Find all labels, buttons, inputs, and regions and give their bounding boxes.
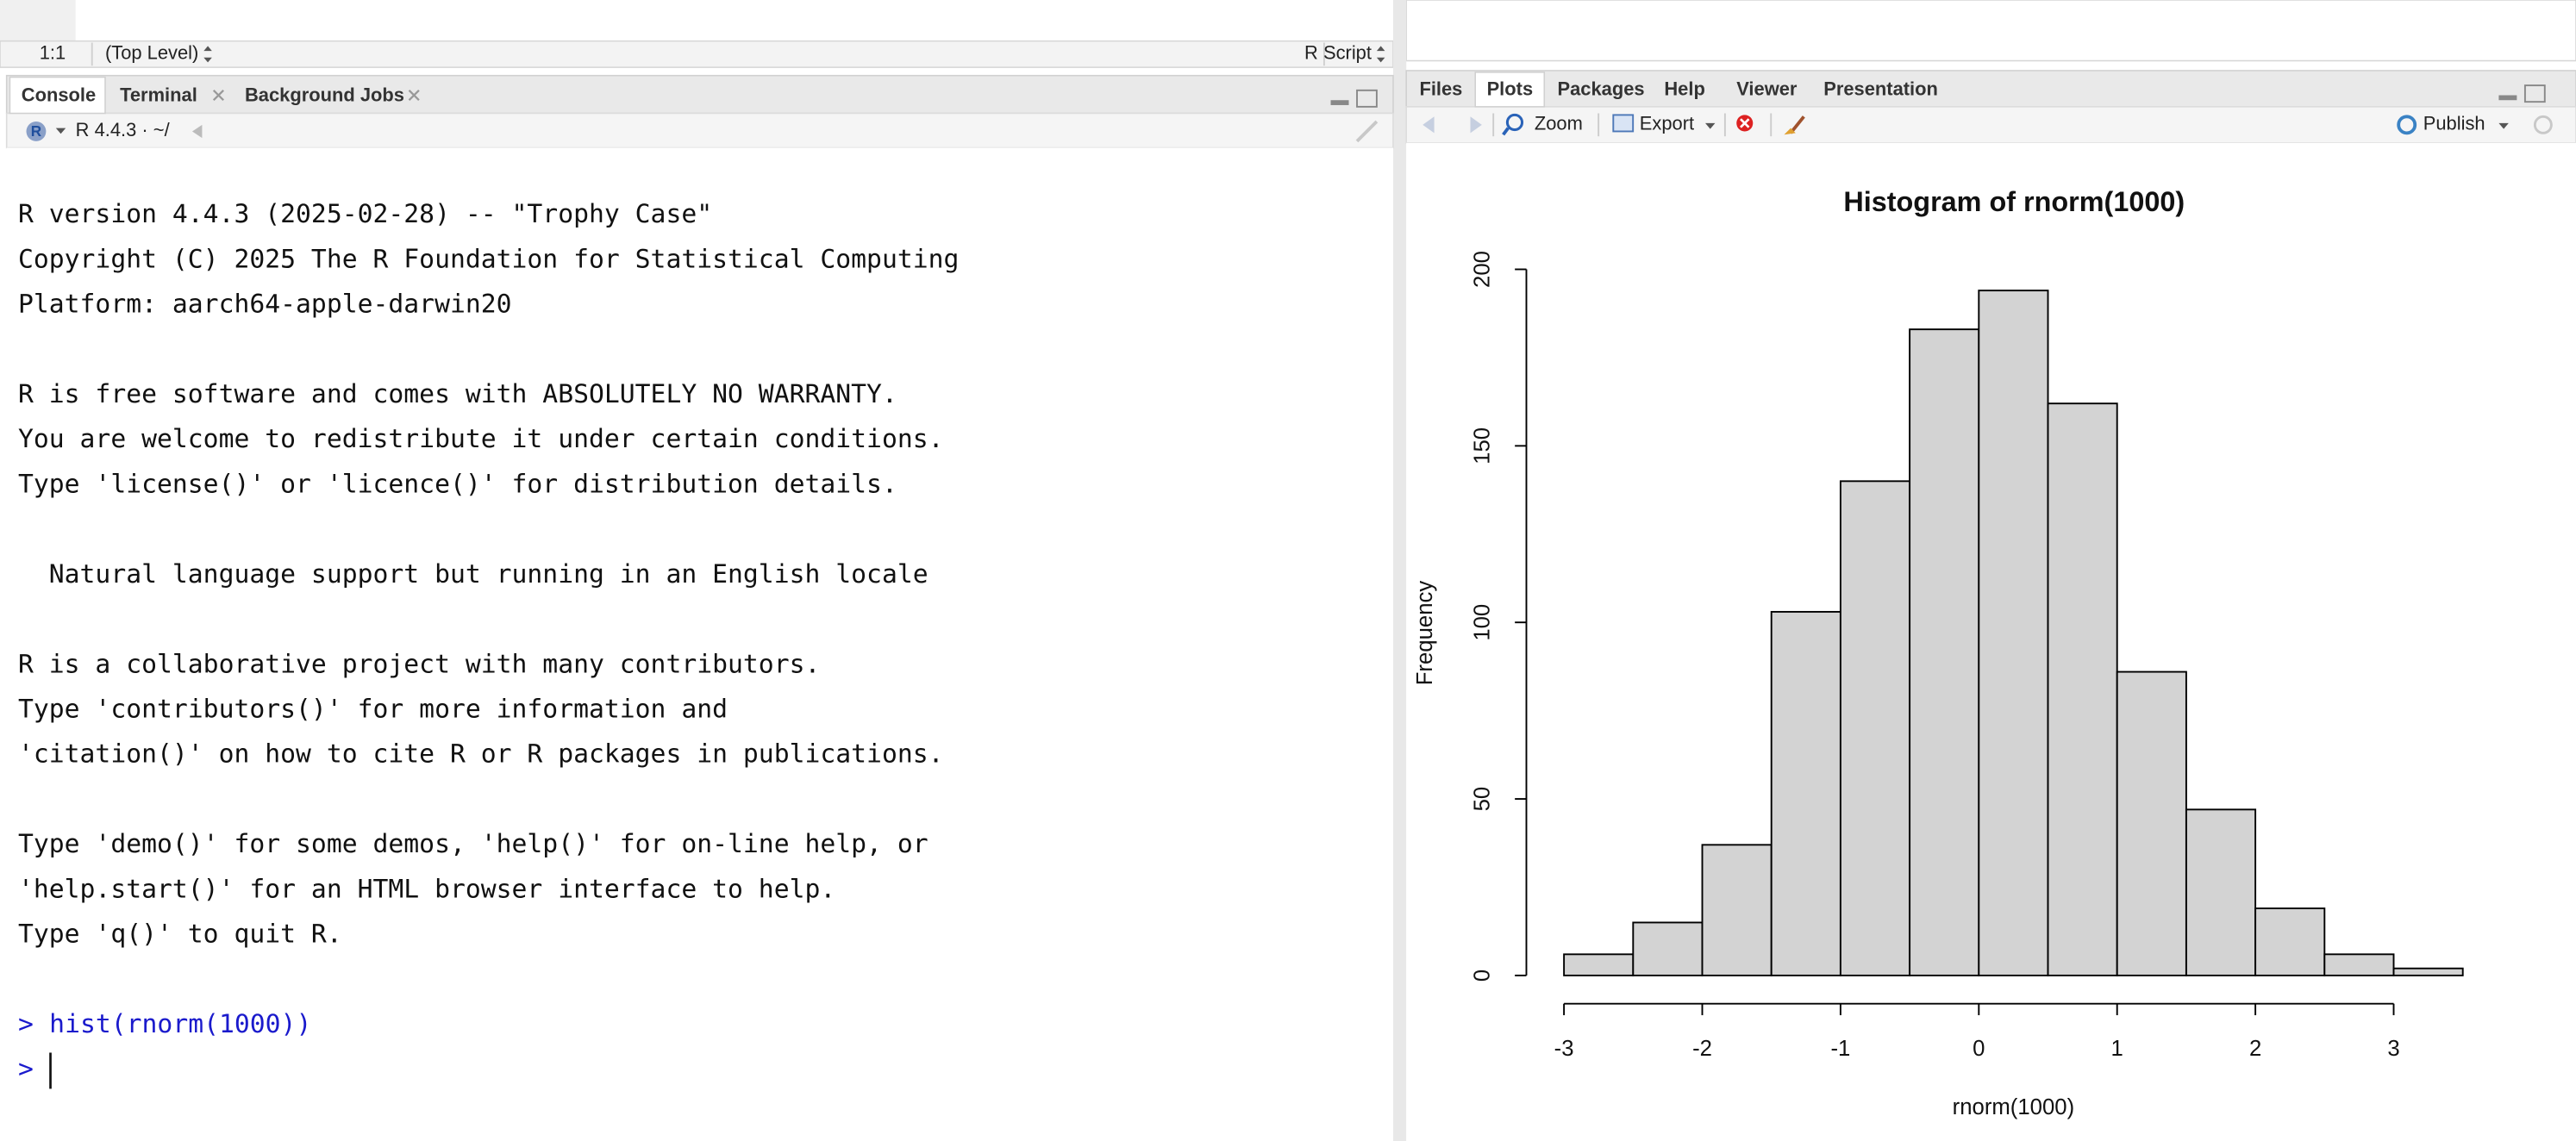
console-line: Natural language support but running in … <box>18 559 928 589</box>
command: hist(rnorm(1000)) <box>49 1009 311 1039</box>
console-line: Platform: aarch64-apple-darwin20 <box>18 290 512 320</box>
x-axis-label: rnorm(1000) <box>1953 1095 2075 1119</box>
console-toolbar <box>5 112 1394 149</box>
bar <box>1770 610 1841 976</box>
x-tick-label: 0 <box>1973 1037 1985 1061</box>
bar <box>2185 808 2257 976</box>
dropdown-arrow <box>2498 122 2509 129</box>
r-version: R 4.4.3 · ~/ <box>76 119 171 140</box>
console-line: Type 'q()' to quit R. <box>18 920 342 950</box>
tab-close <box>408 89 420 102</box>
y-tick-label: 100 <box>1471 604 1495 641</box>
zoom-icon-handle <box>1502 127 1510 136</box>
clear-plots-icon[interactable] <box>1789 115 1805 134</box>
prompt: > <box>18 1054 34 1084</box>
tab[interactable]: Console <box>22 84 96 105</box>
active-tab <box>9 76 106 115</box>
tab[interactable]: Help <box>1664 78 1704 100</box>
bar <box>1909 328 1980 976</box>
cursor-position: 1:1 <box>40 42 66 64</box>
console-line: R version 4.4.3 (2025-02-28) -- "Trophy … <box>18 199 712 229</box>
console-output <box>6 147 1393 1141</box>
scope-arrows <box>203 46 212 63</box>
console-line: 'citation()' on how to cite R or R packa… <box>18 739 944 770</box>
plots-tabbar <box>1405 70 2576 108</box>
console-line: Type 'demo()' for some demos, 'help()' f… <box>18 829 928 859</box>
x-tick-label: 2 <box>2249 1037 2261 1061</box>
remove-plot-x <box>1740 118 1750 128</box>
export-button[interactable]: Export <box>1640 113 1694 134</box>
x-tick-label: 1 <box>2111 1037 2123 1061</box>
scope-selector[interactable]: (Top Level) <box>105 42 198 64</box>
console-line: Type 'license()' or 'licence()' for dist… <box>18 469 897 499</box>
bar <box>1978 290 2049 976</box>
y-axis-label: Frequency <box>1413 581 1437 686</box>
maximize-icon[interactable] <box>1356 89 1378 108</box>
file-type[interactable]: R Script <box>1304 42 1372 64</box>
tab[interactable]: Packages <box>1558 78 1645 100</box>
x-tick-label: -1 <box>1830 1037 1850 1061</box>
zoom-button[interactable]: Zoom <box>1535 113 1583 134</box>
publish-icon <box>2397 115 2417 135</box>
bar <box>2254 907 2326 976</box>
bar <box>1632 921 1704 976</box>
prompt: > <box>18 1009 34 1039</box>
console-line: Type 'contributors()' for more informati… <box>18 694 728 724</box>
clear-plots-broom <box>1784 128 1796 135</box>
file-type-arrows <box>1376 46 1385 63</box>
x-tick-label: 3 <box>2387 1037 2399 1061</box>
bar <box>2392 967 2464 976</box>
bar <box>2116 670 2187 976</box>
tab[interactable]: Plots <box>1487 78 1534 100</box>
console-line: R is a collaborative project with many c… <box>18 649 820 679</box>
tab[interactable]: Presentation <box>1823 78 1938 100</box>
splitter <box>1392 0 1407 1141</box>
console-line: Copyright (C) 2025 The R Foundation for … <box>18 244 959 274</box>
dropdown-arrow <box>1705 122 1716 129</box>
bar <box>1839 480 1911 976</box>
source-editor <box>0 0 1393 41</box>
r-logo-letter: R <box>31 122 42 140</box>
environment-pane <box>1405 0 2576 62</box>
y-tick-label: 50 <box>1471 787 1495 812</box>
zoom-icon <box>1505 113 1524 132</box>
bar <box>2323 953 2395 976</box>
active-tab <box>1474 72 1546 108</box>
tab[interactable]: Viewer <box>1736 78 1798 100</box>
console-line: R is free software and comes with ABSOLU… <box>18 379 897 409</box>
y-tick-label: 150 <box>1471 427 1495 465</box>
console-line: 'help.start()' for an HTML browser inter… <box>18 874 835 904</box>
publish-button[interactable]: Publish <box>2423 113 2485 134</box>
export-icon <box>1612 114 1635 133</box>
go-dir-icon[interactable] <box>191 124 203 139</box>
status-bar <box>0 40 1394 68</box>
minimize-icon[interactable] <box>2498 95 2517 101</box>
tab[interactable]: Terminal <box>120 84 197 105</box>
tab[interactable]: Files <box>1419 78 1462 100</box>
tab-close <box>212 89 224 102</box>
x-tick-label: -3 <box>1554 1037 1574 1061</box>
dropdown-arrow <box>55 128 66 134</box>
y-tick-label: 200 <box>1471 251 1495 288</box>
console-tabbar <box>5 74 1394 115</box>
x-tick-label: -2 <box>1692 1037 1712 1061</box>
y-tick-label: 0 <box>1471 970 1495 982</box>
refresh-icon[interactable] <box>2533 115 2553 134</box>
bar <box>1563 953 1635 976</box>
minimize-icon[interactable] <box>1330 100 1349 105</box>
tab[interactable]: Background Jobs <box>245 84 404 105</box>
gutter <box>0 0 76 41</box>
clear-console-icon[interactable] <box>1355 120 1379 143</box>
bar <box>1701 844 1773 976</box>
chart-title: Histogram of rnorm(1000) <box>1843 186 2185 217</box>
console-line: You are welcome to redistribute it under… <box>18 424 944 454</box>
bar <box>2047 402 2118 976</box>
r-logo <box>26 122 47 141</box>
maximize-icon[interactable] <box>2523 84 2546 103</box>
text-cursor <box>49 1052 52 1089</box>
